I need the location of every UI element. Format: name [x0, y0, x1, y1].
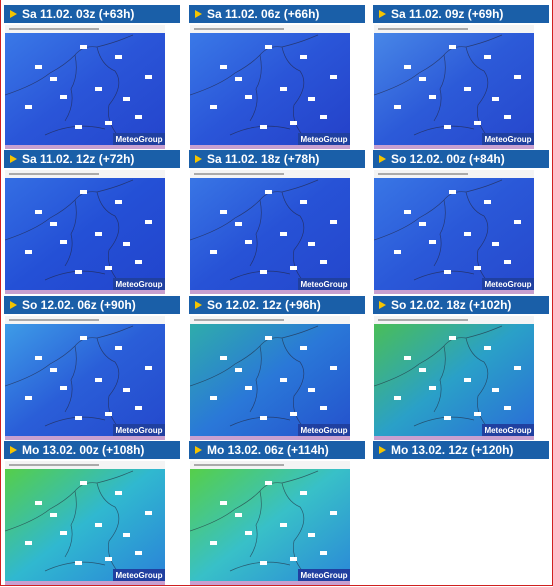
forecast-map[interactable]: MeteoGroup [374, 25, 534, 149]
forecast-map[interactable]: MeteoGroup [374, 316, 534, 440]
panel-header[interactable]: Mo 13.02. 12z (+120h) [373, 441, 549, 459]
panel-header[interactable]: Sa 11.02. 18z (+78h) [189, 150, 365, 168]
panel-header[interactable]: So 12.02. 00z (+84h) [373, 150, 549, 168]
panel-header[interactable]: So 12.02. 12z (+96h) [189, 296, 365, 314]
map-brand: MeteoGroup [300, 280, 347, 289]
forecast-map[interactable]: MeteoGroup [190, 25, 350, 149]
map-brand: MeteoGroup [115, 135, 162, 144]
forecast-map[interactable]: MeteoGroup [5, 170, 165, 294]
forecast-map[interactable]: MeteoGroup [190, 170, 350, 294]
panel-header[interactable]: Sa 11.02. 09z (+69h) [373, 5, 549, 23]
panel-header[interactable]: Mo 13.02. 06z (+114h) [189, 441, 365, 459]
panel-header[interactable]: Sa 11.02. 06z (+66h) [189, 5, 365, 23]
map-brand: MeteoGroup [300, 571, 347, 580]
map-brand: MeteoGroup [115, 571, 162, 580]
forecast-map[interactable]: MeteoGroup [5, 461, 165, 585]
forecast-map[interactable]: MeteoGroup [190, 316, 350, 440]
panel-header[interactable]: Sa 11.02. 03z (+63h) [4, 5, 180, 23]
forecast-map[interactable]: MeteoGroup [5, 316, 165, 440]
map-brand: MeteoGroup [484, 426, 531, 435]
panel-header[interactable]: So 12.02. 06z (+90h) [4, 296, 180, 314]
forecast-map[interactable]: MeteoGroup [190, 461, 350, 585]
map-brand: MeteoGroup [115, 280, 162, 289]
forecast-map[interactable]: MeteoGroup [5, 25, 165, 149]
forecast-map[interactable]: MeteoGroup [374, 170, 534, 294]
panel-header[interactable]: Mo 13.02. 00z (+108h) [4, 441, 180, 459]
panel-header[interactable]: Sa 11.02. 12z (+72h) [4, 150, 180, 168]
map-brand: MeteoGroup [484, 280, 531, 289]
map-brand: MeteoGroup [484, 135, 531, 144]
map-brand: MeteoGroup [115, 426, 162, 435]
panel-header[interactable]: So 12.02. 18z (+102h) [373, 296, 549, 314]
map-brand: MeteoGroup [300, 135, 347, 144]
map-brand: MeteoGroup [300, 426, 347, 435]
